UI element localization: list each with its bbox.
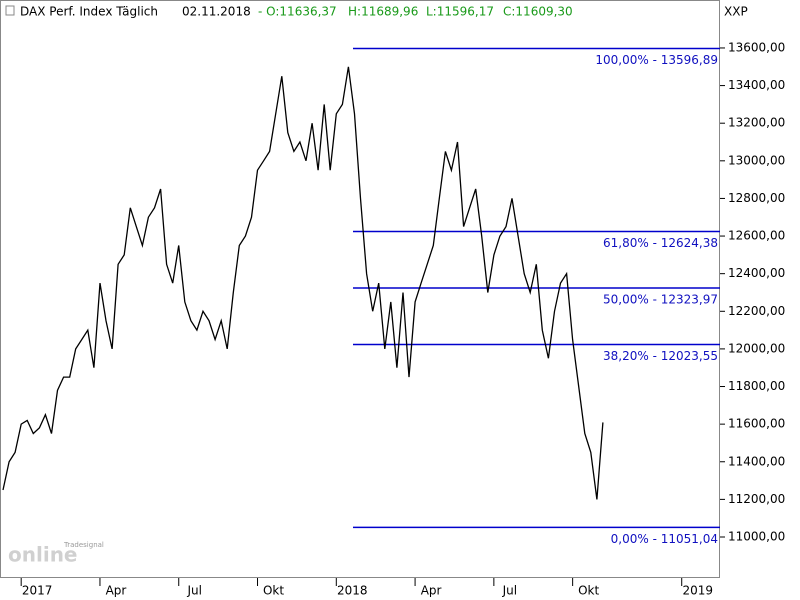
title: DAX Perf. Index Täglich	[20, 5, 158, 19]
fib-label: 38,20% - 12023,55	[603, 349, 718, 363]
y-tick-label: 11400,00	[728, 454, 785, 468]
price-line	[2, 66, 604, 500]
high: H:11689,96	[348, 5, 418, 19]
logo: Tradesignal online	[8, 541, 104, 567]
logo-name: online	[8, 543, 78, 567]
y-tick-label: 12400,00	[728, 266, 785, 280]
header-icon	[5, 5, 15, 16]
axis-label: XXP	[724, 5, 748, 19]
x-tick-label: Jul	[186, 584, 201, 598]
x-tick-label: 2018	[337, 584, 368, 598]
close: C:11609,30	[503, 5, 573, 19]
x-tick-label: Apr	[106, 584, 127, 598]
y-tick-label: 13600,00	[728, 40, 785, 54]
y-tick-label: 12200,00	[728, 304, 785, 318]
logo-brand: Tradesignal	[63, 541, 104, 549]
x-tick-label: Apr	[421, 584, 442, 598]
header: DAX Perf. Index Täglich 02.11.2018 - O:1…	[5, 5, 748, 19]
low: L:11596,17	[426, 5, 494, 19]
x-tick-label: Okt	[578, 584, 599, 598]
open: - O:11636,37	[258, 5, 337, 19]
fib-label: 61,80% - 12624,38	[603, 236, 718, 250]
x-tick-label: 2017	[22, 584, 53, 598]
y-tick-label: 12000,00	[728, 341, 785, 355]
y-tick-label: 12600,00	[728, 229, 785, 243]
y-tick-label: 12800,00	[728, 191, 785, 205]
y-tick-label: 11200,00	[728, 492, 785, 506]
x-tick-label: Okt	[263, 584, 284, 598]
y-tick-label: 13400,00	[728, 78, 785, 92]
x-tick-label: 2019	[682, 584, 713, 598]
y-tick-label: 11800,00	[728, 379, 785, 393]
x-tick-label: Jul	[502, 584, 517, 598]
y-tick-label: 11000,00	[728, 529, 785, 543]
date: 02.11.2018	[182, 5, 251, 19]
y-tick-label: 13000,00	[728, 153, 785, 167]
y-tick-label: 11600,00	[728, 417, 785, 431]
y-tick-label: 13200,00	[728, 116, 785, 130]
plot-border	[0, 0, 720, 578]
fib-label: 0,00% - 11051,04	[611, 532, 718, 546]
fib-label: 50,00% - 12323,97	[603, 292, 718, 306]
fib-label: 100,00% - 13596,89	[595, 53, 718, 67]
